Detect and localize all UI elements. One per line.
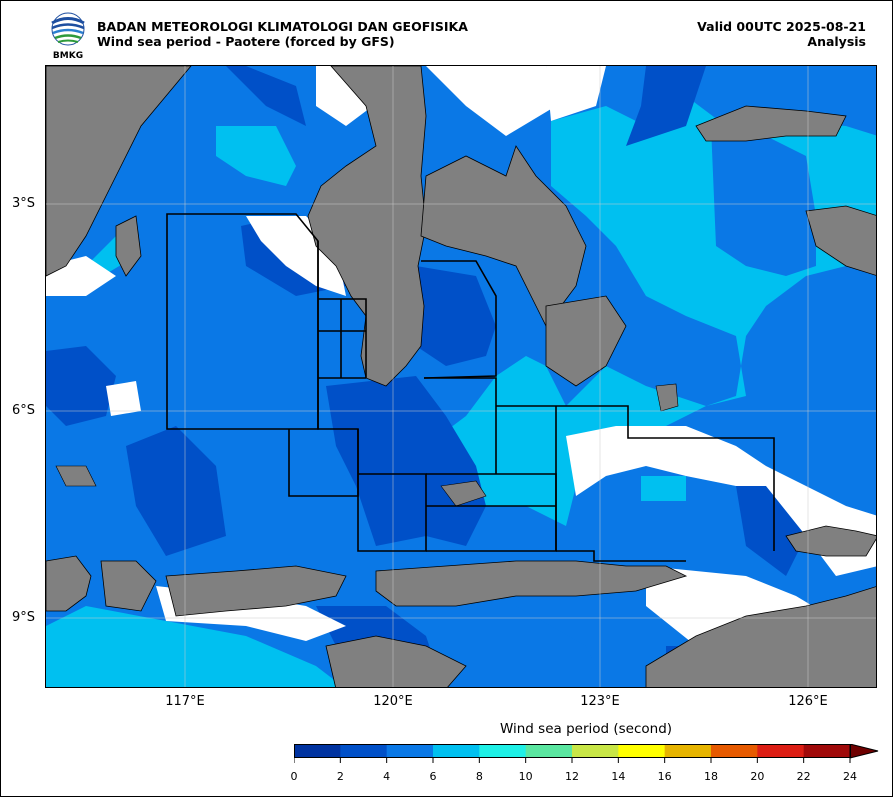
header-right: Valid 00UTC 2025-08-21 Analysis bbox=[697, 19, 866, 49]
colorbar-title: Wind sea period (second) bbox=[499, 721, 673, 737]
land-timor bbox=[645, 586, 876, 687]
colorbar-tick-label: 16 bbox=[657, 770, 672, 783]
colorbar-tick-label: 6 bbox=[429, 770, 437, 783]
land-lombok-sumbawa bbox=[165, 565, 347, 617]
land-laut-island bbox=[115, 215, 142, 277]
agency-title: BADAN METEOROLOGI KLIMATOLOGI DAN GEOFIS… bbox=[97, 19, 468, 34]
calm-west-patch bbox=[106, 381, 141, 416]
sea-6-8s-sw bbox=[46, 606, 344, 687]
bmkg-logo: BMKG bbox=[51, 12, 85, 60]
colorbar-tick-label: 0 bbox=[290, 770, 298, 783]
colorbar-segment bbox=[340, 744, 388, 758]
land-wetar bbox=[785, 525, 876, 557]
colorbar-extend-arrow bbox=[849, 744, 879, 759]
sea-4-6s-sawu bbox=[436, 606, 606, 687]
land-buru bbox=[695, 105, 847, 142]
land-bali bbox=[100, 560, 157, 612]
map-canvas bbox=[46, 66, 876, 687]
sea-2-4s-java-sea bbox=[126, 426, 226, 556]
colorbar-segment bbox=[757, 744, 805, 758]
land-seram bbox=[805, 205, 876, 276]
colorbar-segment bbox=[433, 744, 480, 758]
colorbar-segment bbox=[294, 744, 341, 758]
land-java-east bbox=[46, 555, 92, 612]
colorbar-tick-label: 2 bbox=[336, 770, 344, 783]
colorbar bbox=[294, 744, 879, 763]
land-sulawesi-west bbox=[307, 66, 427, 387]
colorbar-segment bbox=[479, 744, 527, 758]
calm-strait bbox=[426, 66, 556, 136]
land-flores bbox=[375, 560, 688, 607]
colorbar-segment bbox=[664, 744, 712, 758]
sea-2-4s-west bbox=[46, 346, 116, 426]
colorbar-tick-label: 20 bbox=[750, 770, 765, 783]
lon-label-123e: 123°E bbox=[580, 694, 620, 709]
calm-ne bbox=[546, 66, 606, 121]
land-sulawesi-se bbox=[420, 145, 587, 327]
sea-2-4s-ne bbox=[626, 66, 706, 146]
valid-time: Valid 00UTC 2025-08-21 bbox=[697, 19, 866, 34]
lat-label-3s: 3°S bbox=[12, 196, 36, 211]
sea-2-4s-north bbox=[146, 66, 306, 126]
land-borneo bbox=[46, 66, 192, 277]
lon-label-117e: 117°E bbox=[165, 694, 205, 709]
sea-2-4s-flores-west bbox=[326, 376, 486, 546]
colorbar-tick-label: 24 bbox=[843, 770, 857, 783]
land-sumba bbox=[325, 635, 467, 687]
zone-boundaries bbox=[166, 213, 775, 562]
colorbar-segment bbox=[525, 744, 573, 758]
lon-label-126e: 126°E bbox=[788, 694, 828, 709]
sea-2-4s-se bbox=[736, 486, 806, 576]
calm-flores-east bbox=[566, 426, 876, 576]
colorbar-tick-label: 4 bbox=[383, 770, 391, 783]
colorbar-segment bbox=[618, 744, 666, 758]
colorbar-border bbox=[294, 744, 851, 758]
colorbar-tick-label: 10 bbox=[518, 770, 533, 783]
sea-6-8s-patch bbox=[641, 476, 686, 501]
colorbar-segment bbox=[711, 744, 758, 758]
header-left: BADAN METEOROLOGI KLIMATOLOGI DAN GEOFIS… bbox=[97, 19, 468, 49]
colorbar-segment bbox=[572, 744, 619, 758]
lat-label-6s: 6°S bbox=[12, 403, 36, 418]
land-buton bbox=[545, 295, 627, 387]
land-small-island-2 bbox=[655, 383, 679, 412]
lon-label-120e: 120°E bbox=[373, 694, 413, 709]
colorbar-tick-label: 14 bbox=[611, 770, 626, 783]
colorbar-tick-label: 8 bbox=[475, 770, 483, 783]
map-panel bbox=[45, 65, 877, 688]
lat-label-9s: 9°S bbox=[12, 610, 36, 625]
colorbar-tick-label: 18 bbox=[704, 770, 718, 783]
analysis-label: Analysis bbox=[807, 34, 866, 49]
logo-text: BMKG bbox=[53, 51, 83, 60]
colorbar-segment bbox=[803, 744, 851, 758]
gridlines bbox=[46, 66, 876, 687]
colorbar-tick-label: 12 bbox=[565, 770, 579, 783]
sea-6-8s-north bbox=[216, 126, 296, 186]
product-title: Wind sea period - Paotere (forced by GFS… bbox=[97, 34, 395, 49]
sea-4-6s-banda-north bbox=[711, 126, 816, 276]
colorbar-tick-label: 22 bbox=[796, 770, 811, 783]
sea-2-4s-bone bbox=[416, 266, 496, 366]
land-small-island-1 bbox=[440, 480, 487, 507]
colorbar-segment bbox=[386, 744, 434, 758]
land-madura bbox=[55, 465, 97, 487]
